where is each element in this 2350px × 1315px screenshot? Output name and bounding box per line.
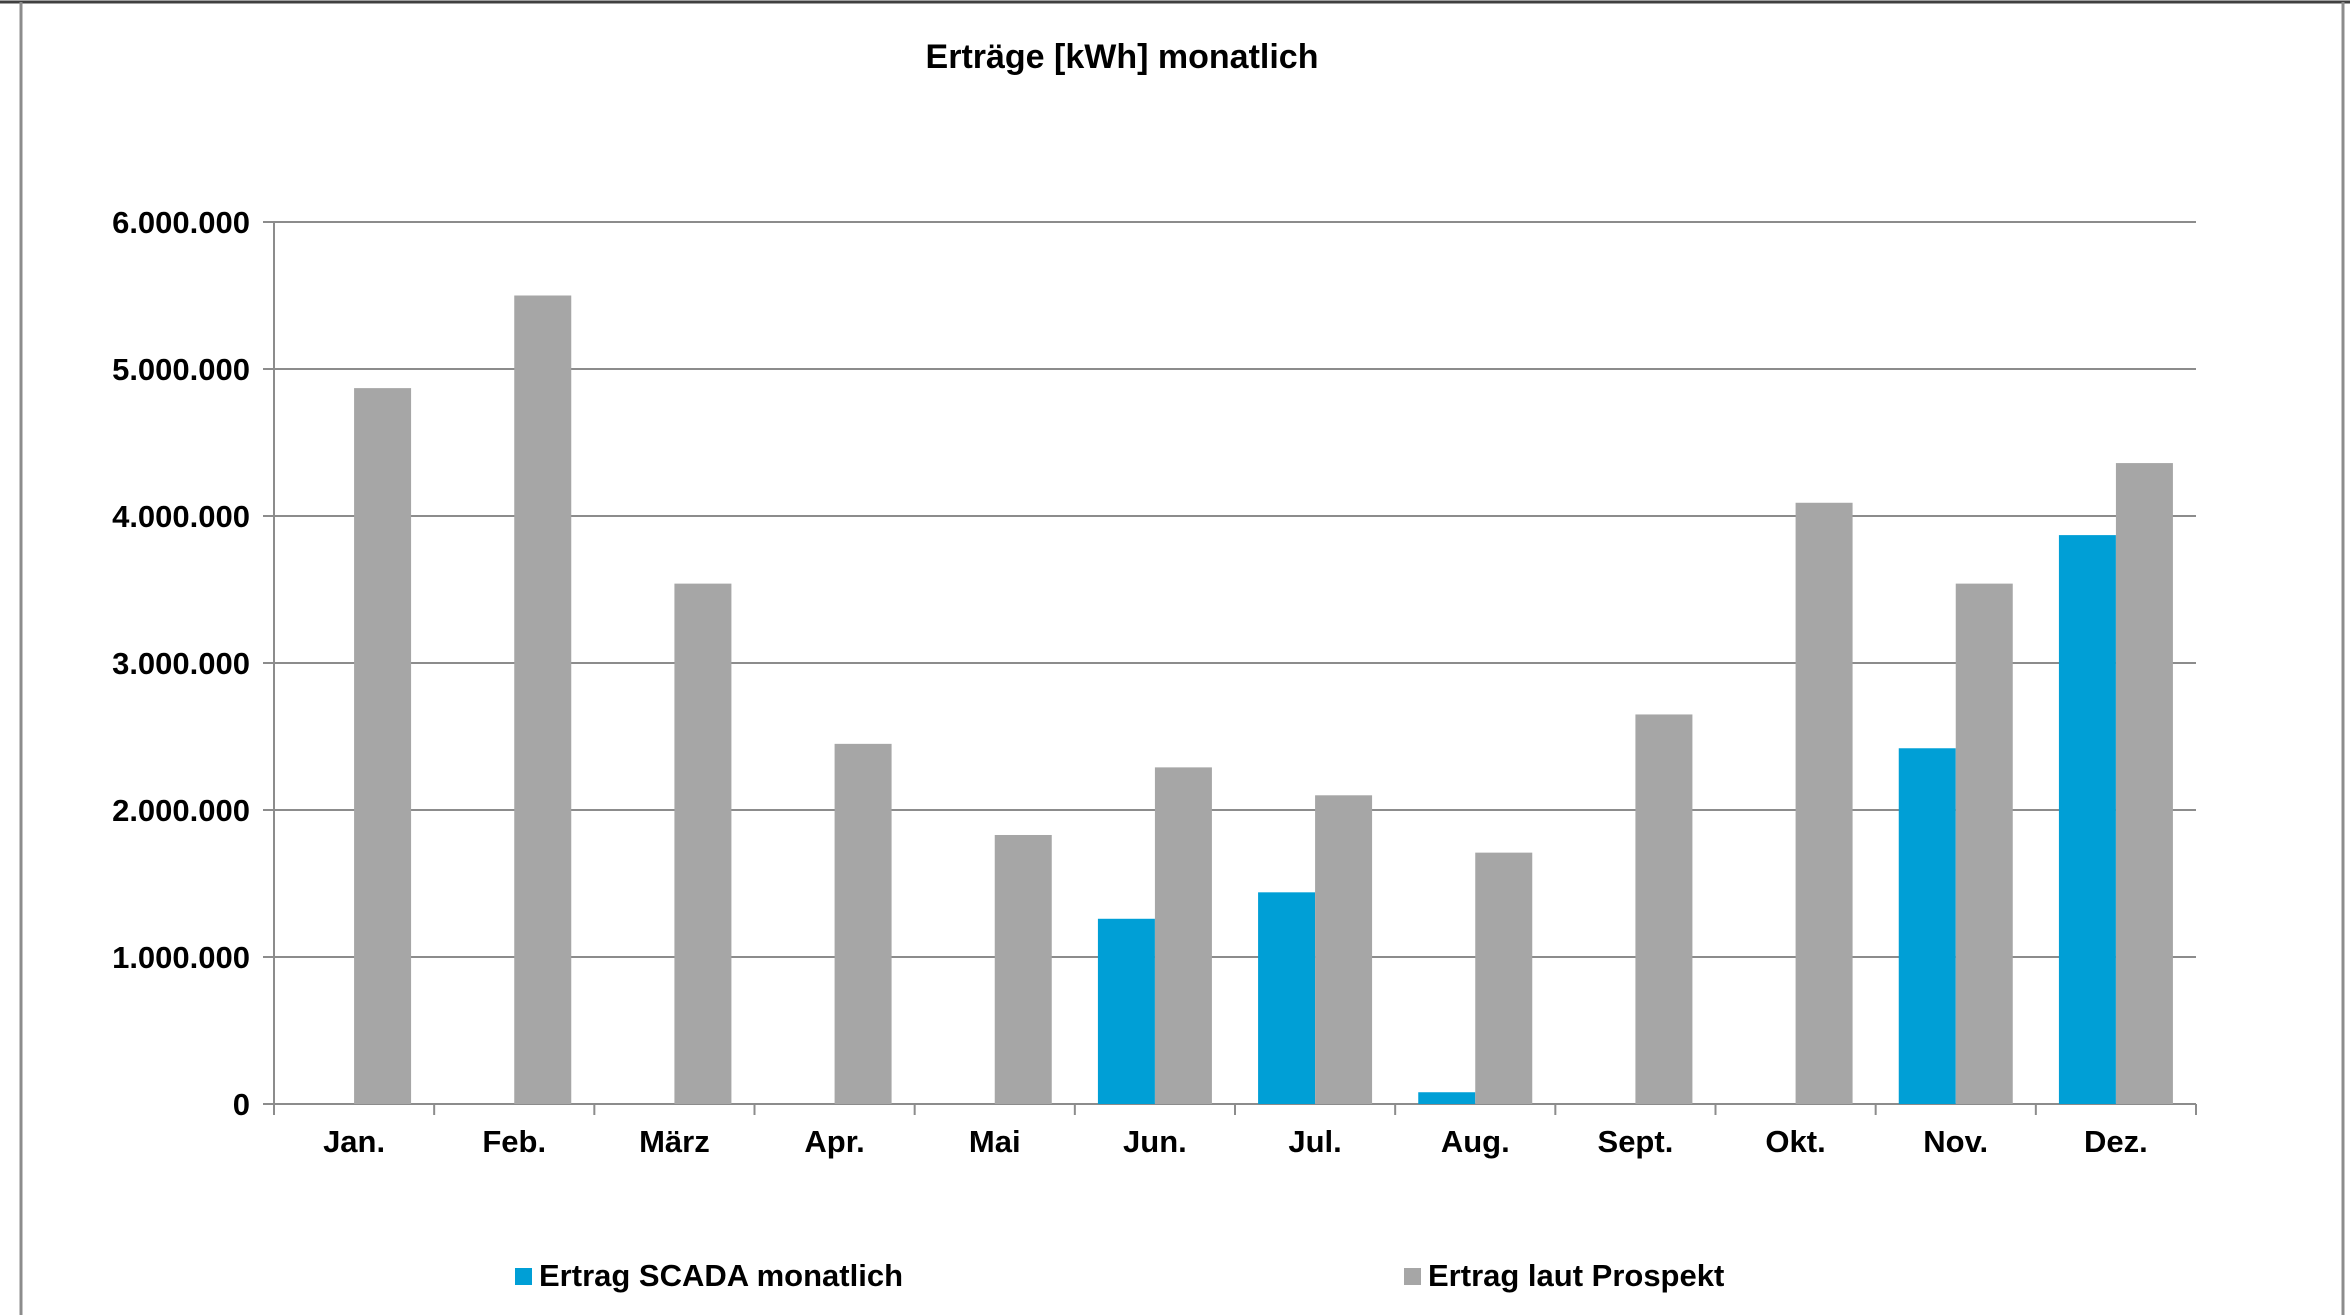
y-tick-label: 1.000.000 (112, 940, 250, 975)
x-tick-label: Mai (969, 1124, 1021, 1159)
x-tick-label: Sept. (1598, 1124, 1674, 1159)
bar-scada (1258, 892, 1316, 1104)
y-tick-label: 4.000.000 (112, 499, 250, 534)
bar-prospekt (1475, 852, 1533, 1104)
legend-label-scada: Ertrag SCADA monatlich (539, 1258, 903, 1293)
chart-title: Erträge [kWh] monatlich (926, 38, 1319, 76)
x-axis-tick-labels: Jan. Feb. März Apr. Mai Jun. Jul. Aug. Sept. Okt.… (323, 1124, 2148, 1159)
legend: Ertrag SCADA monatlich Ertrag laut Prosp… (515, 1258, 1724, 1293)
y-tick-label: 0 (233, 1087, 250, 1122)
bar-prospekt (1154, 767, 1212, 1104)
y-tick-label: 3.000.000 (112, 646, 250, 681)
x-tick-label: Nov. (1923, 1124, 1988, 1159)
x-tick-label: Dez. (2084, 1124, 2148, 1159)
bar-scada (1898, 748, 1956, 1104)
bar-prospekt (514, 295, 572, 1104)
y-tick-label: 2.000.000 (112, 793, 250, 828)
bar-prospekt (1955, 583, 2013, 1104)
bar-prospekt (1635, 714, 1693, 1104)
gridlines (274, 221, 2196, 958)
x-tick-label: Okt. (1765, 1124, 1825, 1159)
bar-scada (2058, 535, 2116, 1104)
legend-swatch-prospekt (1404, 1268, 1421, 1285)
x-tick-label: Jul. (1288, 1124, 1341, 1159)
x-tick-label: Jun. (1123, 1124, 1187, 1159)
bar-prospekt (674, 583, 732, 1104)
legend-label-prospekt: Ertrag laut Prospekt (1428, 1258, 1724, 1293)
bar-prospekt (1795, 502, 1853, 1104)
y-tick-label: 6.000.000 (112, 205, 250, 240)
x-tick-label: Jan. (323, 1124, 385, 1159)
x-tick-label: Apr. (804, 1124, 864, 1159)
y-axis-tick-labels: 0 1.000.000 2.000.000 3.000.000 4.000.000 5.0… (112, 205, 250, 1122)
bar-prospekt (1315, 795, 1373, 1104)
bar-prospekt (994, 834, 1052, 1104)
axes (263, 221, 2197, 1115)
x-tick-label: März (639, 1124, 710, 1159)
bars (354, 295, 2173, 1105)
bar-scada (1418, 1092, 1476, 1104)
bar-scada (1097, 918, 1155, 1104)
bar-prospekt (834, 743, 892, 1104)
legend-swatch-scada (515, 1268, 532, 1285)
bar-prospekt (354, 388, 412, 1104)
y-tick-label: 5.000.000 (112, 352, 250, 387)
x-tick-label: Feb. (482, 1124, 546, 1159)
bar-prospekt (2115, 463, 2173, 1105)
x-tick-label: Aug. (1441, 1124, 1510, 1159)
